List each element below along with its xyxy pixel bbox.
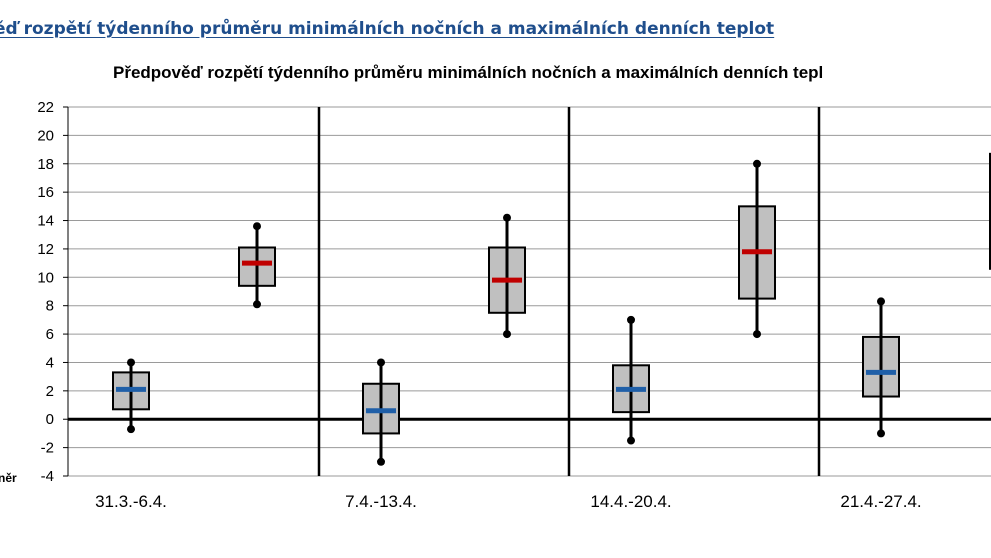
box-plot	[362, 358, 400, 466]
min-point	[753, 330, 761, 339]
max-point	[627, 315, 635, 324]
min-point	[127, 425, 135, 434]
max-point	[503, 213, 511, 222]
min-point	[877, 429, 885, 438]
box-plot	[238, 222, 276, 309]
min-point	[253, 300, 261, 309]
page-heading: ěď rozpětí týdenního průměru minimálních…	[0, 19, 775, 39]
y-tick-label: -4	[41, 468, 54, 485]
box-plot	[112, 358, 150, 434]
y-tick-label: 8	[46, 298, 54, 315]
y-tick-label: 16	[37, 184, 54, 201]
max-point	[753, 159, 761, 168]
y-tick-label: 2	[46, 383, 54, 400]
y-tick-label: 6	[46, 326, 54, 343]
max-point	[253, 222, 261, 231]
y-tick-label: -2	[41, 440, 54, 457]
min-point	[503, 330, 511, 339]
y-tick-label: 4	[46, 354, 54, 371]
y-tick-label: 18	[37, 156, 54, 173]
y-tick-label: 14	[37, 213, 54, 230]
y-tick-label: 22	[37, 99, 54, 116]
y-tick-label: 12	[37, 241, 54, 258]
min-point	[377, 457, 385, 466]
max-point	[877, 297, 885, 306]
box-plot	[488, 213, 526, 339]
chart-title: Předpověď rozpětí týdenního průměru mini…	[113, 63, 823, 82]
category-label: 31.3.-6.4.	[95, 492, 167, 511]
max-point	[127, 358, 135, 367]
legend-fragment: něr	[0, 471, 17, 485]
y-tick-label: 20	[37, 127, 54, 144]
max-point	[377, 358, 385, 367]
box-plots	[112, 152, 991, 466]
category-label: 14.4.-20.4.	[590, 492, 671, 511]
min-point	[627, 436, 635, 445]
box-plot	[612, 315, 650, 445]
category-label: 7.4.-13.4.	[345, 492, 417, 511]
y-tick-label: 10	[37, 269, 54, 286]
x-axis: 31.3.-6.4. 7.4.-13.4. 14.4.-20.4. 21.4.-27.…	[95, 492, 922, 511]
box-plot	[738, 159, 776, 339]
category-label: 21.4.-27.4.	[840, 492, 921, 511]
box-plot	[862, 297, 900, 438]
category-dividers	[317, 107, 821, 476]
y-tick-label: 0	[46, 411, 54, 428]
y-axis: -4 -2 0 2 4 6 8 10 12 14 16 18 20 22	[37, 99, 68, 485]
